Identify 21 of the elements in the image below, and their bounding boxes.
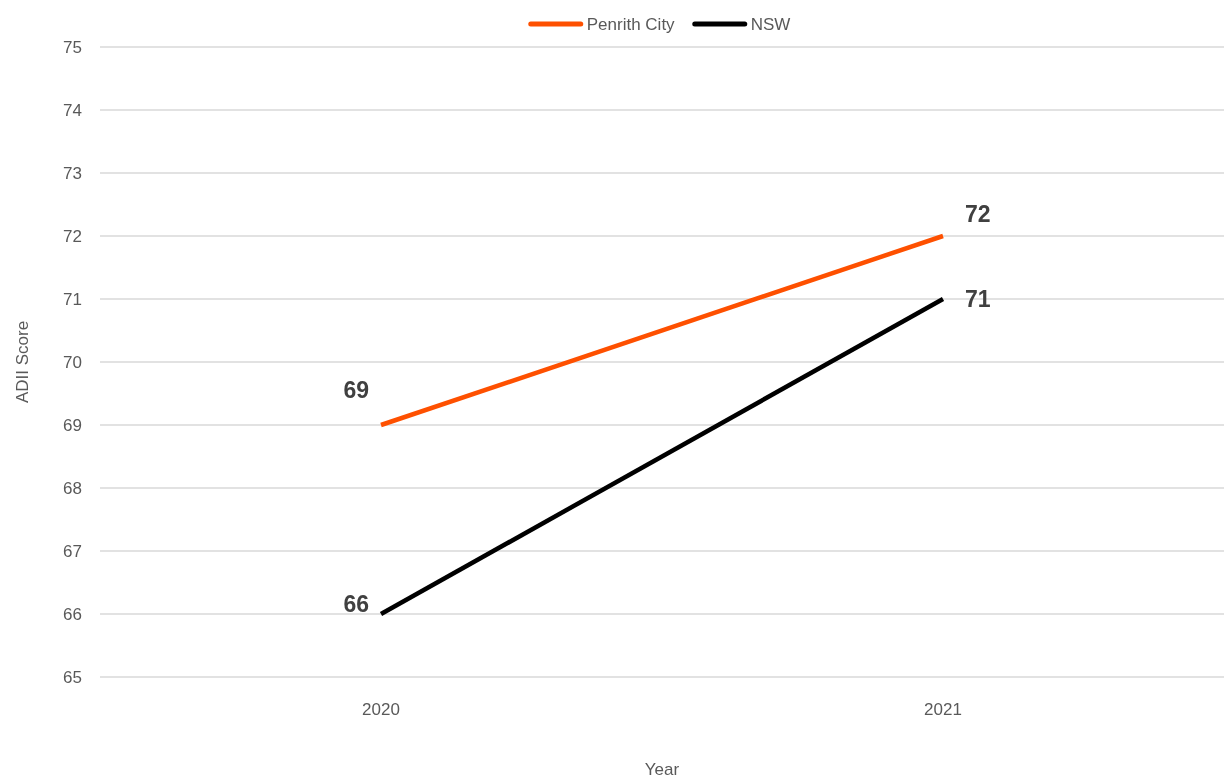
x-axis-title: Year [644,760,680,778]
y-tick-label: 73 [63,163,82,183]
y-tick-label: 72 [63,226,82,246]
data-label: 69 [343,377,369,404]
y-axis-title: ADII Score [13,320,32,404]
y-tick-label: 75 [63,37,82,57]
y-tick-label: 65 [63,667,82,687]
data-label: 71 [965,286,991,313]
y-tick-label: 66 [63,604,82,624]
data-label: 72 [965,201,991,228]
y-tick-label: 74 [63,100,82,120]
x-tick-label: 2020 [362,700,400,719]
y-tick-label: 68 [63,478,82,498]
y-tick-label: 70 [63,352,82,372]
y-tick-label: 71 [63,289,82,309]
y-tick-label: 67 [63,541,82,561]
y-tick-label: 69 [63,415,82,435]
data-label: 66 [343,591,369,618]
legend-label: Penrith City [586,14,676,34]
legend-label: NSW [750,14,791,34]
x-tick-label: 2021 [924,700,962,719]
